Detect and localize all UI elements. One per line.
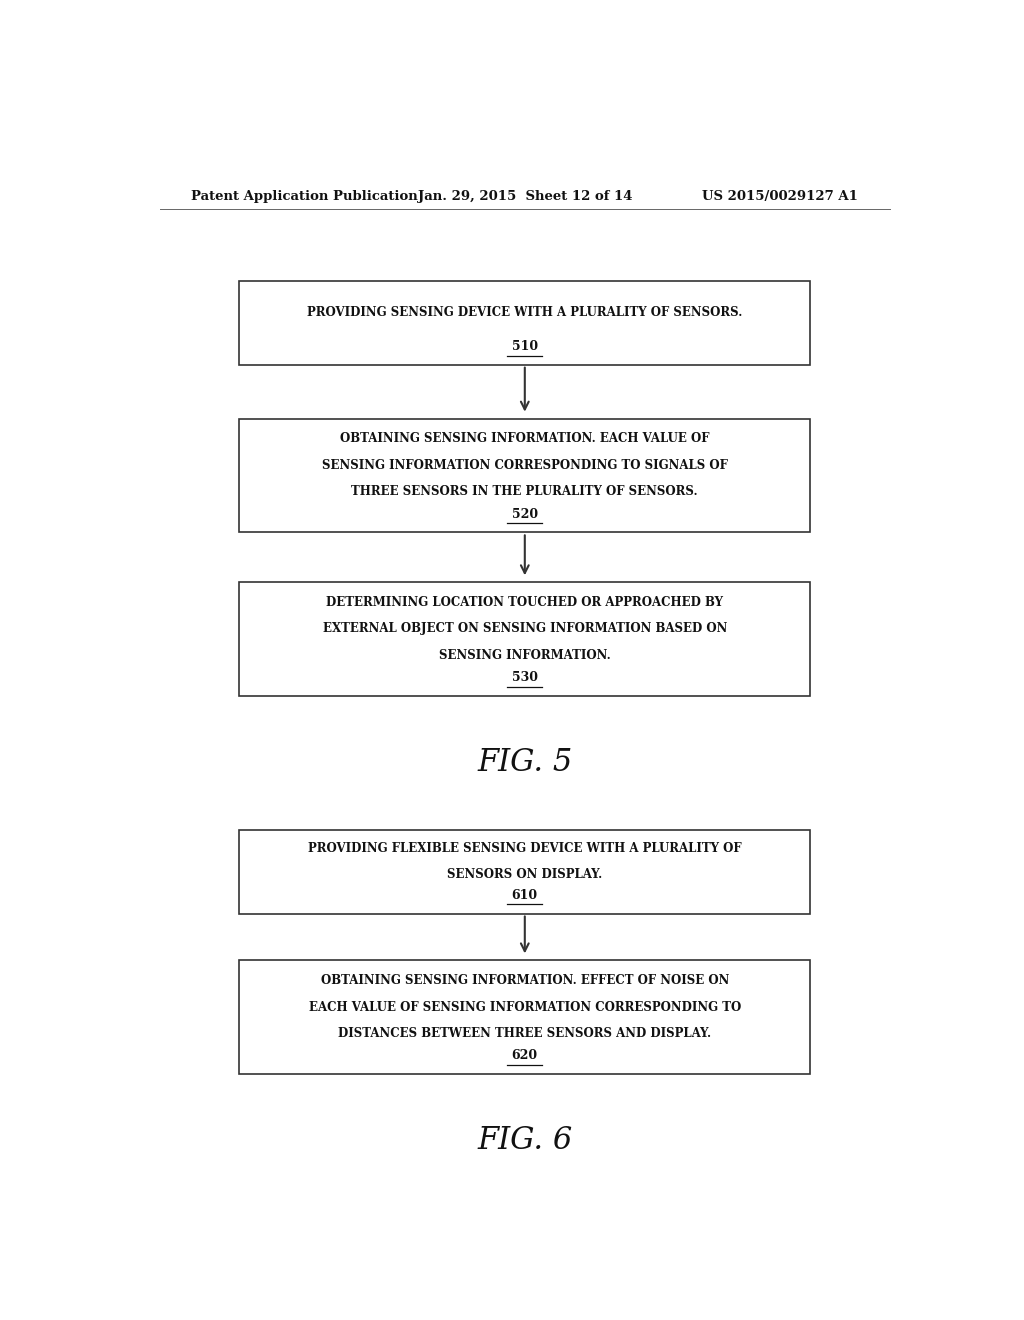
FancyBboxPatch shape (240, 582, 811, 696)
Text: THREE SENSORS IN THE PLURALITY OF SENSORS.: THREE SENSORS IN THE PLURALITY OF SENSOR… (351, 486, 698, 498)
Text: PROVIDING SENSING DEVICE WITH A PLURALITY OF SENSORS.: PROVIDING SENSING DEVICE WITH A PLURALIT… (307, 306, 742, 319)
Text: Patent Application Publication: Patent Application Publication (191, 190, 418, 202)
FancyBboxPatch shape (240, 961, 811, 1074)
Text: 510: 510 (512, 341, 538, 352)
Text: FIG. 6: FIG. 6 (477, 1125, 572, 1156)
Text: SENSING INFORMATION CORRESPONDING TO SIGNALS OF: SENSING INFORMATION CORRESPONDING TO SIG… (322, 459, 728, 471)
Text: 610: 610 (512, 888, 538, 902)
Text: US 2015/0029127 A1: US 2015/0029127 A1 (702, 190, 858, 202)
Text: Jan. 29, 2015  Sheet 12 of 14: Jan. 29, 2015 Sheet 12 of 14 (418, 190, 632, 202)
FancyBboxPatch shape (240, 418, 811, 532)
Text: DETERMINING LOCATION TOUCHED OR APPROACHED BY: DETERMINING LOCATION TOUCHED OR APPROACH… (327, 597, 723, 609)
Text: OBTAINING SENSING INFORMATION. EFFECT OF NOISE ON: OBTAINING SENSING INFORMATION. EFFECT OF… (321, 974, 729, 987)
Text: PROVIDING FLEXIBLE SENSING DEVICE WITH A PLURALITY OF: PROVIDING FLEXIBLE SENSING DEVICE WITH A… (308, 842, 741, 855)
Text: DISTANCES BETWEEN THREE SENSORS AND DISPLAY.: DISTANCES BETWEEN THREE SENSORS AND DISP… (338, 1027, 712, 1040)
Text: SENSING INFORMATION.: SENSING INFORMATION. (439, 649, 610, 661)
Text: OBTAINING SENSING INFORMATION. EACH VALUE OF: OBTAINING SENSING INFORMATION. EACH VALU… (340, 433, 710, 445)
Text: 530: 530 (512, 672, 538, 684)
Text: 520: 520 (512, 508, 538, 520)
Text: SENSORS ON DISPLAY.: SENSORS ON DISPLAY. (447, 869, 602, 882)
FancyBboxPatch shape (240, 830, 811, 913)
Text: EXTERNAL OBJECT ON SENSING INFORMATION BASED ON: EXTERNAL OBJECT ON SENSING INFORMATION B… (323, 623, 727, 635)
FancyBboxPatch shape (240, 281, 811, 364)
Text: 620: 620 (512, 1049, 538, 1063)
Text: FIG. 5: FIG. 5 (477, 747, 572, 777)
Text: EACH VALUE OF SENSING INFORMATION CORRESPONDING TO: EACH VALUE OF SENSING INFORMATION CORRES… (308, 1001, 741, 1014)
